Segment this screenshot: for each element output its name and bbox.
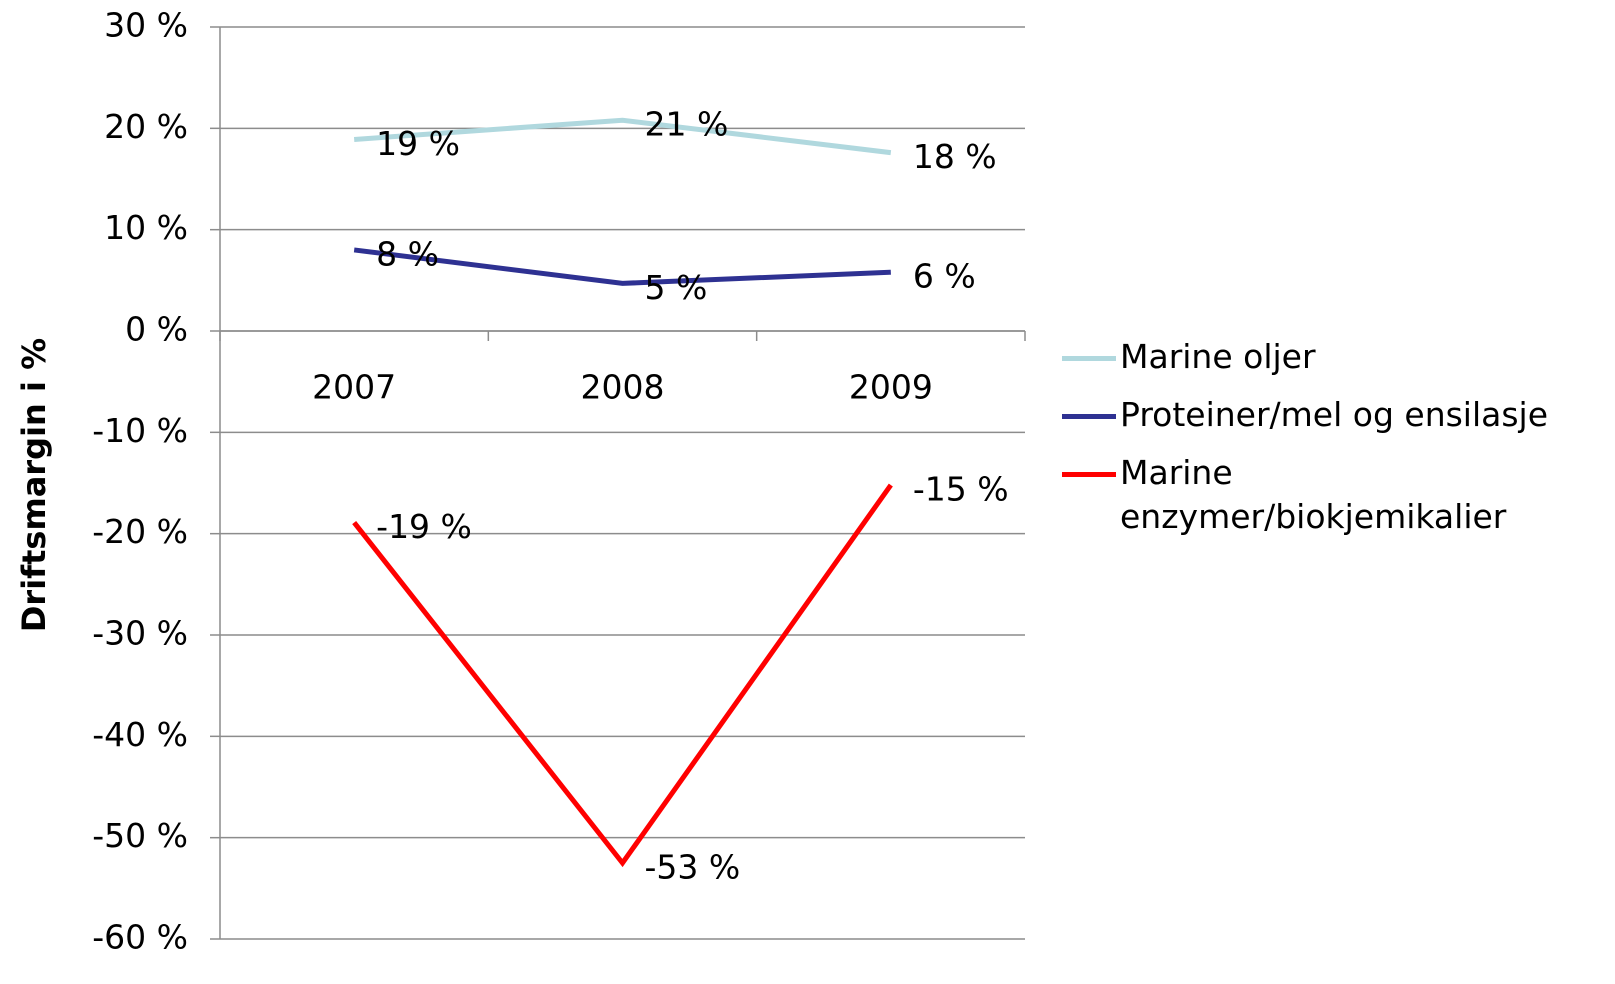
legend-label: Proteiner/mel og ensilasje xyxy=(1120,395,1549,434)
data-label: 6 % xyxy=(913,257,976,296)
y-tick-label: 10 % xyxy=(104,208,188,247)
y-tick-label: 30 % xyxy=(104,6,188,45)
series-line xyxy=(353,117,892,156)
data-label: -19 % xyxy=(376,507,472,546)
data-label: 21 % xyxy=(645,105,729,144)
legend: Marine oljer Proteiner/mel og ensilasje Ma… xyxy=(1062,335,1562,553)
y-tick-label: -30 % xyxy=(92,614,188,653)
y-tick-label: 0 % xyxy=(125,310,188,349)
y-tick-label: -60 % xyxy=(92,918,188,957)
y-tick-label: -20 % xyxy=(92,512,188,551)
legend-swatch xyxy=(1062,356,1116,361)
x-tick-label: 2008 xyxy=(581,368,665,407)
data-label: -15 % xyxy=(913,470,1009,509)
legend-entry: Marine enzymer/biokjemikalier xyxy=(1062,451,1562,539)
series-line xyxy=(352,483,893,868)
series-line xyxy=(353,247,891,286)
data-label: 5 % xyxy=(645,268,708,307)
data-label: 18 % xyxy=(913,137,997,176)
data-label: -53 % xyxy=(645,848,741,887)
data-label: 8 % xyxy=(376,234,439,273)
data-label: 19 % xyxy=(376,124,460,163)
legend-label: Marine oljer xyxy=(1120,337,1316,376)
legend-swatch xyxy=(1062,414,1116,419)
x-tick-label: 2007 xyxy=(312,368,396,407)
legend-entry: Marine oljer xyxy=(1062,335,1562,379)
legend-entry: Proteiner/mel og ensilasje xyxy=(1062,393,1562,437)
y-axis-label: Driftsmargin i % xyxy=(15,338,53,632)
y-tick-label: 20 % xyxy=(104,107,188,146)
legend-label: Marine enzymer/biokjemikalier xyxy=(1120,453,1507,536)
legend-swatch xyxy=(1062,472,1116,477)
y-tick-label: -50 % xyxy=(92,816,188,855)
x-tick-label: 2009 xyxy=(849,368,933,407)
y-tick-label: -10 % xyxy=(92,411,188,450)
y-tick-label: -40 % xyxy=(92,715,188,754)
